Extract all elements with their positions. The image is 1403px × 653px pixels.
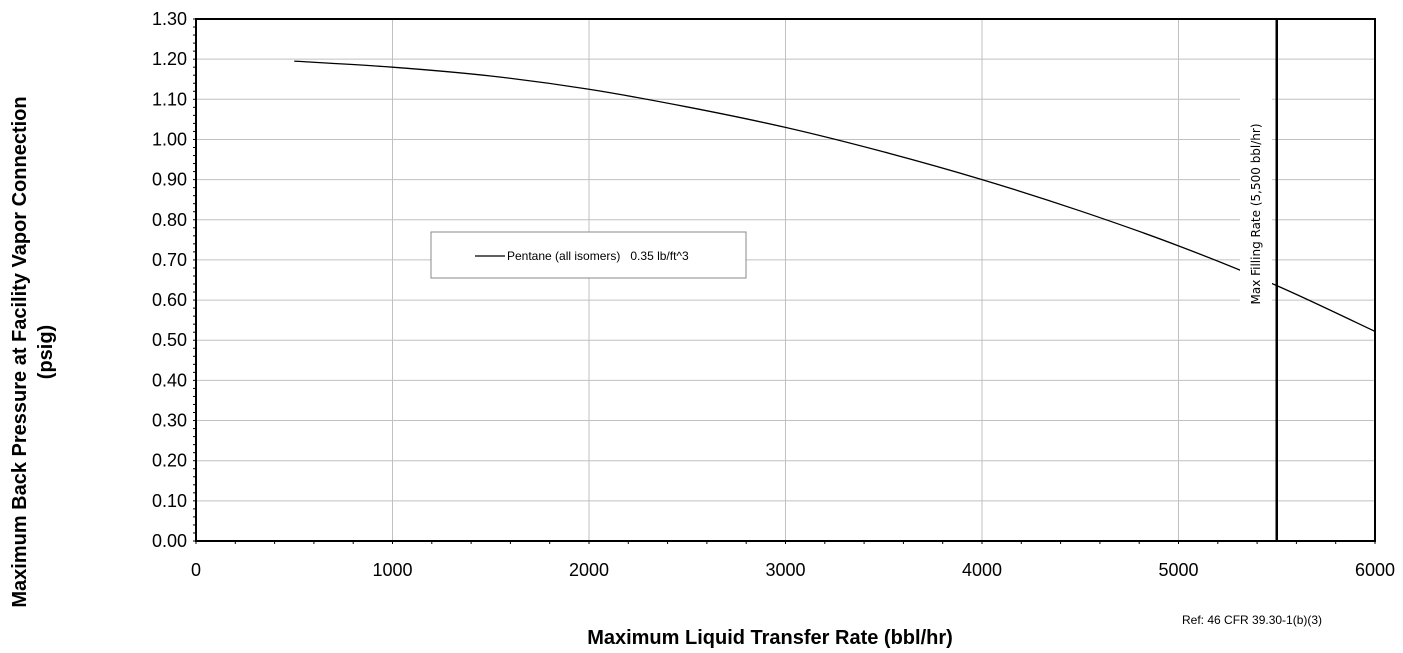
y-tick-label: 1.20 [152,49,187,69]
x-tick-label: 1000 [372,560,412,580]
y-tick-label: 0.70 [152,250,187,270]
y-tick-label: 0.80 [152,210,187,230]
x-tick-labels: 0 1000 2000 3000 4000 5000 6000 [191,560,1395,580]
max-filling-rate-label: Max Filling Rate (5,500 bbl/hr) [1249,123,1263,304]
y-tick-label: 0.40 [152,370,187,390]
x-tick-label: 6000 [1355,560,1395,580]
y-tick-label: 0.50 [152,330,187,350]
grid-lines [196,19,1375,541]
series-line-pentane [294,60,1376,332]
y-tick-label: 1.30 [152,9,187,29]
reference-note: Ref: 46 CFR 39.30-1(b)(3) [1182,613,1322,627]
max-filling-rate-annotation: Max Filling Rate (5,500 bbl/hr) [1240,19,1278,541]
y-tick-label: 0.00 [152,531,187,551]
y-tick-labels: 0.00 0.10 0.20 0.30 0.40 0.50 0.60 0.70 0.80 0.90… [152,9,187,551]
x-tick-label: 0 [191,560,201,580]
y-tick-label: 0.20 [152,451,187,471]
minor-ticks [193,18,1376,544]
y-tick-label: 0.10 [152,491,187,511]
y-tick-label: 0.60 [152,290,187,310]
x-tick-label: 3000 [765,560,805,580]
legend: Pentane (all isomers) 0.35 lb/ft^3 [430,231,747,279]
legend-label-pentane: Pentane (all isomers) 0.35 lb/ft^3 [507,249,689,263]
y-tick-label: 1.10 [152,89,187,109]
y-tick-label: 0.90 [152,170,187,190]
x-tick-label: 5000 [1158,560,1198,580]
max-filling-rate-label-box [1240,97,1272,322]
y-axis-title-line-1: Maximum Back Pressure at Facility Vapor … [9,96,31,607]
y-tick-label: 1.00 [152,129,187,149]
y-axis-title-line-2: (psig) [35,325,57,379]
x-tick-label: 4000 [962,560,1002,580]
plot-frame [195,18,1376,542]
x-axis-title: Maximum Liquid Transfer Rate (bbl/hr) [587,627,953,649]
legend-box [430,231,747,279]
y-tick-label: 0.30 [152,411,187,431]
x-tick-label: 2000 [569,560,609,580]
